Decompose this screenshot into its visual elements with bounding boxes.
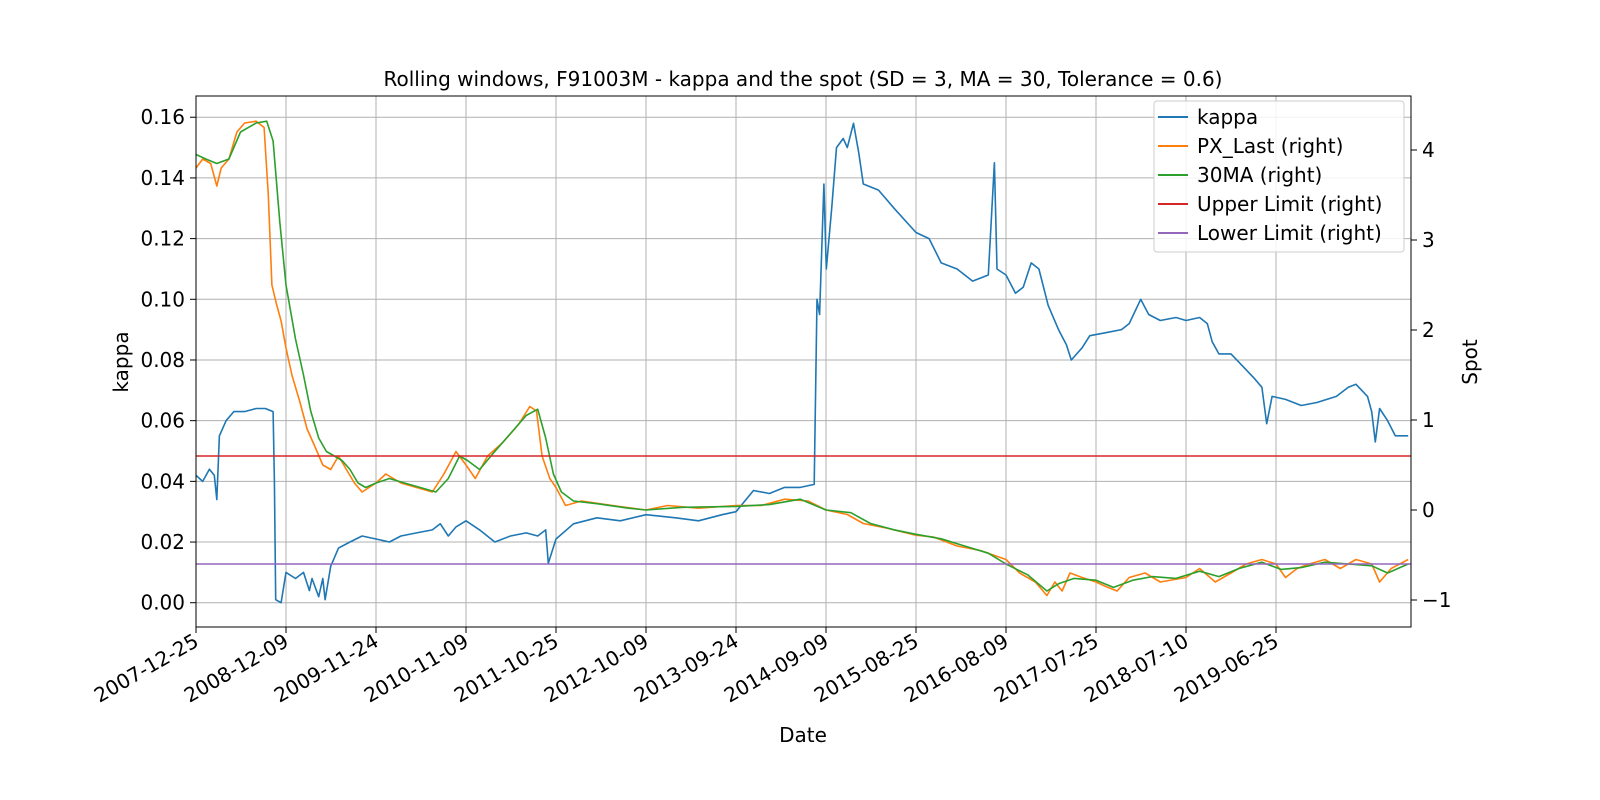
legend-label: PX_Last (right) [1197, 134, 1343, 158]
left-y-tick-label: 0.02 [140, 530, 185, 554]
left-y-tick-label: 0.00 [140, 591, 185, 615]
left-y-tick-label: 0.08 [140, 348, 185, 372]
left-y-tick-label: 0.04 [140, 469, 185, 493]
legend-label: kappa [1197, 105, 1258, 129]
left-y-tick-label: 0.16 [140, 105, 185, 129]
plot-frame [195, 95, 1412, 628]
series-layer [196, 120, 1411, 604]
left-y-tick-label: 0.06 [140, 409, 185, 433]
left-y-tick-label: 0.14 [140, 166, 185, 190]
legend: kappa PX_Last (right) 30MA (right) Upper Li… [1153, 100, 1405, 253]
legend-label: 30MA (right) [1197, 163, 1322, 187]
right-y-tick-label: 1 [1422, 408, 1435, 432]
right-y-tick-label: 0 [1422, 498, 1435, 522]
legend-label: Lower Limit (right) [1197, 221, 1382, 245]
right-y-tick-label: 3 [1422, 228, 1435, 252]
series-line-ma30 [196, 120, 1409, 592]
right-axis-title: Spot [1458, 339, 1482, 385]
legend-label: Upper Limit (right) [1197, 192, 1382, 216]
right-y-tick-label: 4 [1422, 138, 1435, 162]
left-y-tick-label: 0.12 [140, 227, 185, 251]
series-line-kappa [196, 122, 1409, 604]
legend-box [1153, 100, 1405, 253]
left-y-tick-label: 0.10 [140, 287, 185, 311]
left-axis-title: kappa [109, 331, 133, 392]
right-y-tick-label: 2 [1422, 318, 1435, 342]
x-axis-title: Date [779, 723, 827, 747]
chart-title: Rolling windows, F91003M - kappa and the… [383, 67, 1222, 91]
right-y-tick-label: −1 [1422, 588, 1451, 612]
